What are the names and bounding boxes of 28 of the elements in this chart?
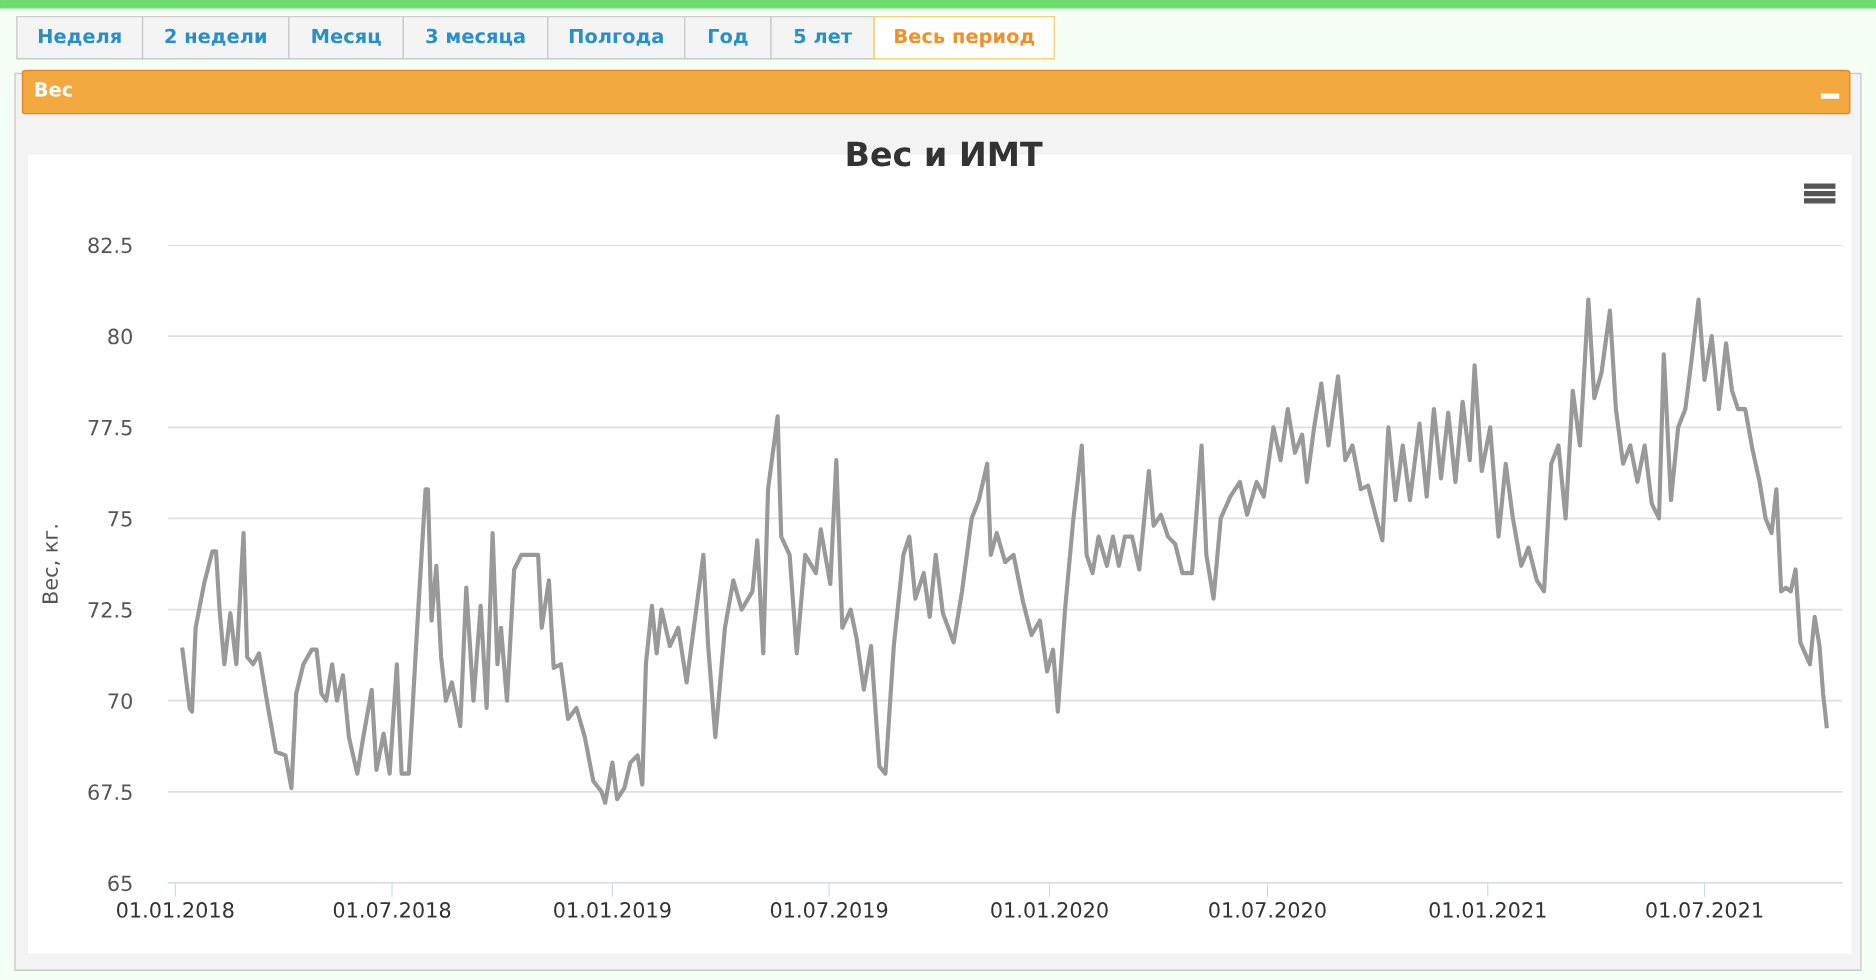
y-tick-label: 75 (108, 511, 132, 527)
text: 5 лет (794, 28, 853, 44)
y-tick-label: 82.5 (88, 237, 132, 254)
line-series (180, 297, 1829, 805)
x-tick-label: 01.01.2019 (554, 902, 671, 918)
text: Полгода (569, 28, 663, 46)
y-tick-label: 72.5 (88, 602, 132, 618)
text: Неделя (38, 28, 121, 46)
chart-title: Вес и ИМТ (847, 141, 1043, 167)
x-tick-label: 01.01.2020 (991, 902, 1108, 918)
y-tick-label: 80 (108, 328, 132, 345)
y-axis-title: Вес, кг. (42, 525, 61, 603)
text: Вес (35, 82, 72, 97)
x-tick-label: 01.07.2021 (1646, 902, 1763, 918)
y-tick-label: 65 (108, 875, 132, 892)
x-tick-label: 01.07.2018 (333, 902, 451, 918)
y-tick-label: 77.5 (88, 420, 132, 436)
y-tick-label: 67.5 (88, 784, 132, 801)
text: Год (708, 28, 748, 46)
text: Весь период (895, 28, 1035, 48)
y-tick-label: 70 (108, 693, 132, 709)
text: 3 месяца (426, 28, 525, 46)
x-tick-label: 01.07.2019 (770, 902, 888, 918)
text: 2 недели (165, 28, 266, 46)
x-tick-label: 01.01.2021 (1429, 902, 1546, 918)
text: Месяц (312, 28, 381, 46)
x-tick-label: 01.01.2018 (117, 902, 234, 918)
x-tick-label: 01.07.2020 (1209, 902, 1326, 918)
